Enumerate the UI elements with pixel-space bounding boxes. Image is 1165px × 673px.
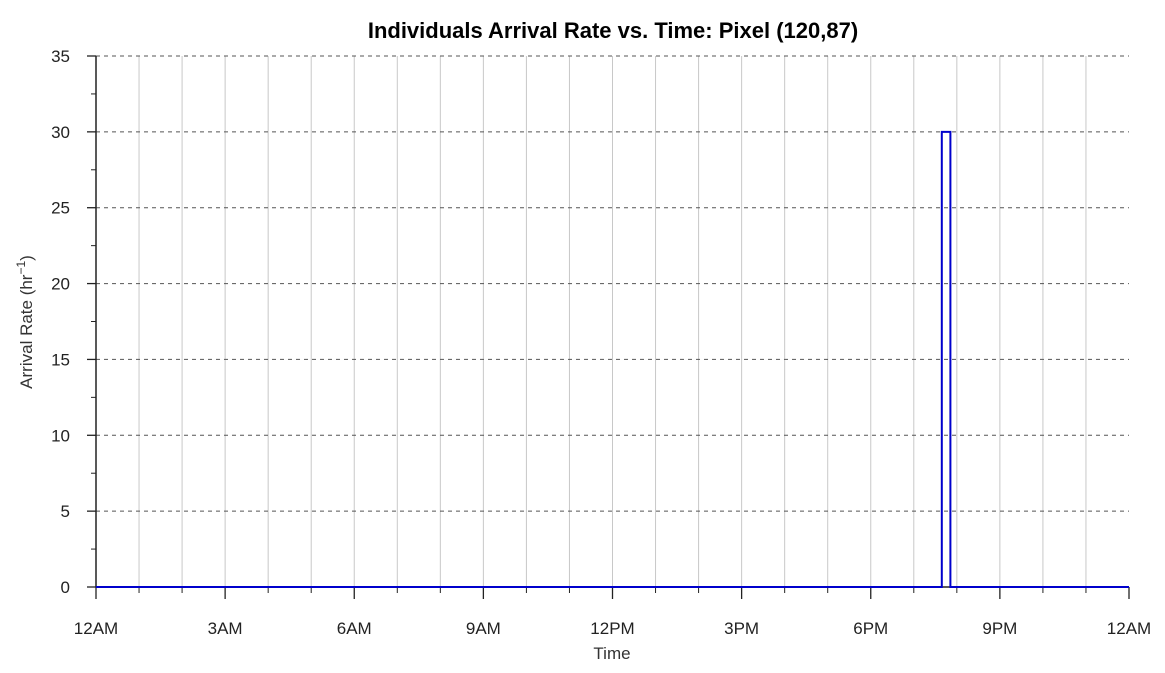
x-tick-label: 6PM: [853, 619, 888, 638]
y-tick-label: 5: [61, 502, 70, 521]
y-axis-label-close: ): [17, 255, 36, 261]
y-tick-label: 10: [51, 426, 70, 445]
x-tick-label: 9AM: [466, 619, 501, 638]
x-tick-label: 9PM: [982, 619, 1017, 638]
y-axis-label-text: Arrival Rate (hr: [17, 274, 36, 389]
y-axis-label: Arrival Rate (hr−1): [14, 255, 36, 389]
tick-labels: 0 5 10 15 20 25 30 35 12AM 3AM 6AM 9AM 12PM 3PM 6PM 9PM…: [51, 47, 1151, 638]
grid: [96, 55, 1129, 588]
chart-title: Individuals Arrival Rate vs. Time: Pixel…: [368, 18, 858, 43]
x-tick-label: 6AM: [337, 619, 372, 638]
y-tick-label: 35: [51, 47, 70, 66]
x-tick-label: 12AM: [74, 619, 118, 638]
y-axis-label-superscript: −1: [14, 261, 28, 275]
series: [96, 130, 1129, 588]
y-tick-label: 30: [51, 123, 70, 142]
arrival-rate-line: [96, 130, 1129, 588]
y-tick-label: 20: [51, 275, 70, 294]
axes: [87, 55, 1130, 599]
x-tick-label: 12AM: [1107, 619, 1151, 638]
x-tick-label: 12PM: [590, 619, 634, 638]
y-tick-label: 25: [51, 199, 70, 218]
x-tick-label: 3PM: [724, 619, 759, 638]
x-axis-label: Time: [593, 644, 630, 663]
y-tick-label: 15: [51, 350, 70, 369]
y-tick-label: 0: [61, 578, 70, 597]
x-tick-label: 3AM: [208, 619, 243, 638]
